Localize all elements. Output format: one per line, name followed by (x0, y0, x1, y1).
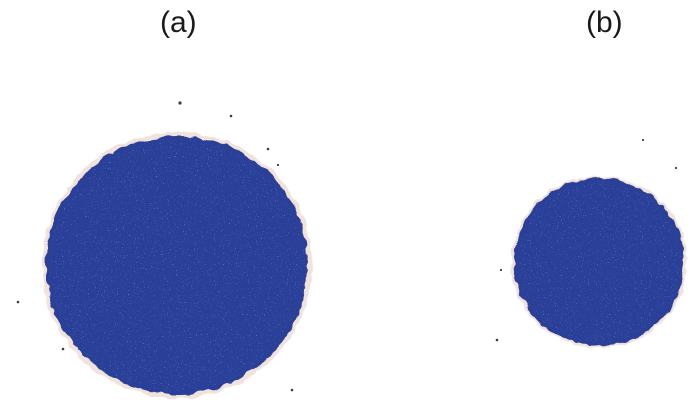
stray-particles (16, 101, 678, 392)
panel-b-label: (b) (586, 6, 623, 39)
cluster-b (511, 176, 687, 348)
stray-particle (61, 347, 65, 351)
stray-particle (499, 268, 503, 272)
stray-particle (290, 388, 294, 392)
stray-particle (276, 163, 280, 167)
stray-particle (229, 114, 233, 118)
stray-particle (674, 166, 678, 170)
stray-particle (16, 300, 20, 304)
stray-particle (495, 338, 499, 342)
cluster-a (42, 132, 312, 398)
stray-particle (266, 147, 270, 151)
panel-a-label: (a) (160, 6, 197, 39)
stray-particle (178, 101, 182, 105)
stray-particle (641, 138, 645, 142)
